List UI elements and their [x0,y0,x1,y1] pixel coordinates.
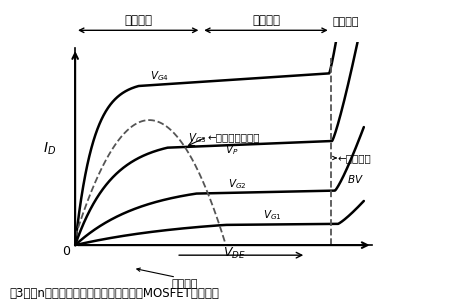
Text: ←降伏電圧: ←降伏電圧 [338,153,371,163]
Text: $I_D$: $I_D$ [42,140,56,157]
Text: 飽和領域: 飽和領域 [252,14,280,27]
Text: 遮断領域: 遮断領域 [171,279,198,289]
Text: $V_{G2}$: $V_{G2}$ [228,177,247,191]
Text: 降伏領域: 降伏領域 [333,17,360,27]
Text: $V_{G3}$: $V_{G3}$ [188,131,206,145]
Text: $BV$: $BV$ [347,173,364,185]
Text: $V_P$: $V_P$ [225,144,239,158]
Text: $V_{DE}$: $V_{DE}$ [222,246,245,261]
Text: ←ピンチオフ電圧: ←ピンチオフ電圧 [208,132,261,142]
Text: $V_{G1}$: $V_{G1}$ [263,208,282,222]
Text: $V_{G4}$: $V_{G4}$ [150,69,169,83]
Text: 第3図　nチャンネルエンハンスメント形MOSFETの静特性: 第3図 nチャンネルエンハンスメント形MOSFETの静特性 [9,287,219,300]
Text: 線形領域: 線形領域 [124,14,152,27]
Text: 0: 0 [63,245,71,258]
